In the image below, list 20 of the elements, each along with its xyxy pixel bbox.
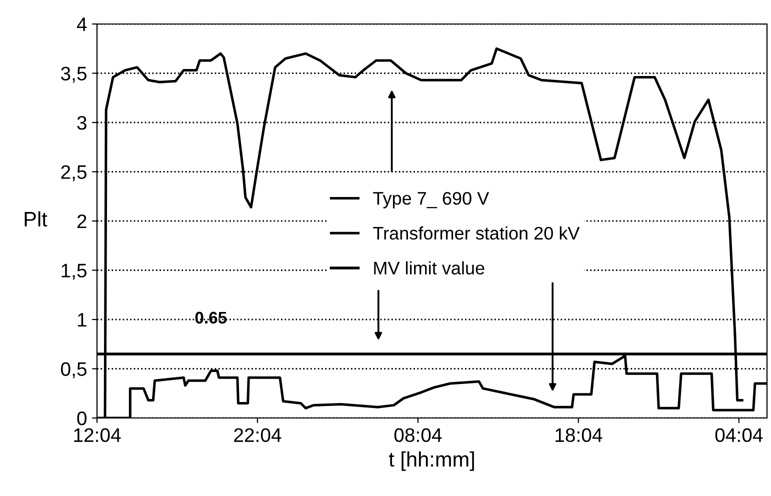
y-tick-label: 3,5 (60, 66, 86, 83)
y-tick-label: 2 (77, 214, 86, 228)
y-tick-label: 0 (77, 411, 87, 426)
legend-label: MV limit value (374, 261, 484, 275)
x-tick-label: 04:04 (715, 428, 763, 442)
y-axis-title: Plt (24, 211, 48, 227)
x-axis-title: t [hh:mm] (388, 451, 474, 471)
y-tick-label: 1 (78, 313, 86, 327)
y-tick-label: 4 (76, 18, 87, 32)
y-tick-label: 2,5 (61, 165, 86, 182)
y-tick-label: 1,5 (62, 264, 86, 280)
y-tick-label: 3 (77, 116, 86, 130)
x-tick-label: 22:04 (234, 428, 282, 442)
x-tick-label: 12:04 (74, 428, 121, 442)
legend-label: Transformer station 20 kV (373, 226, 580, 240)
x-tick-label: 08:04 (394, 428, 442, 442)
y-tick-label: 0,5 (61, 362, 86, 378)
legend-label: Type 7_ 690 V (373, 192, 490, 208)
annotation: 0.65 (195, 312, 227, 324)
x-tick-label: 18:04 (556, 428, 602, 442)
